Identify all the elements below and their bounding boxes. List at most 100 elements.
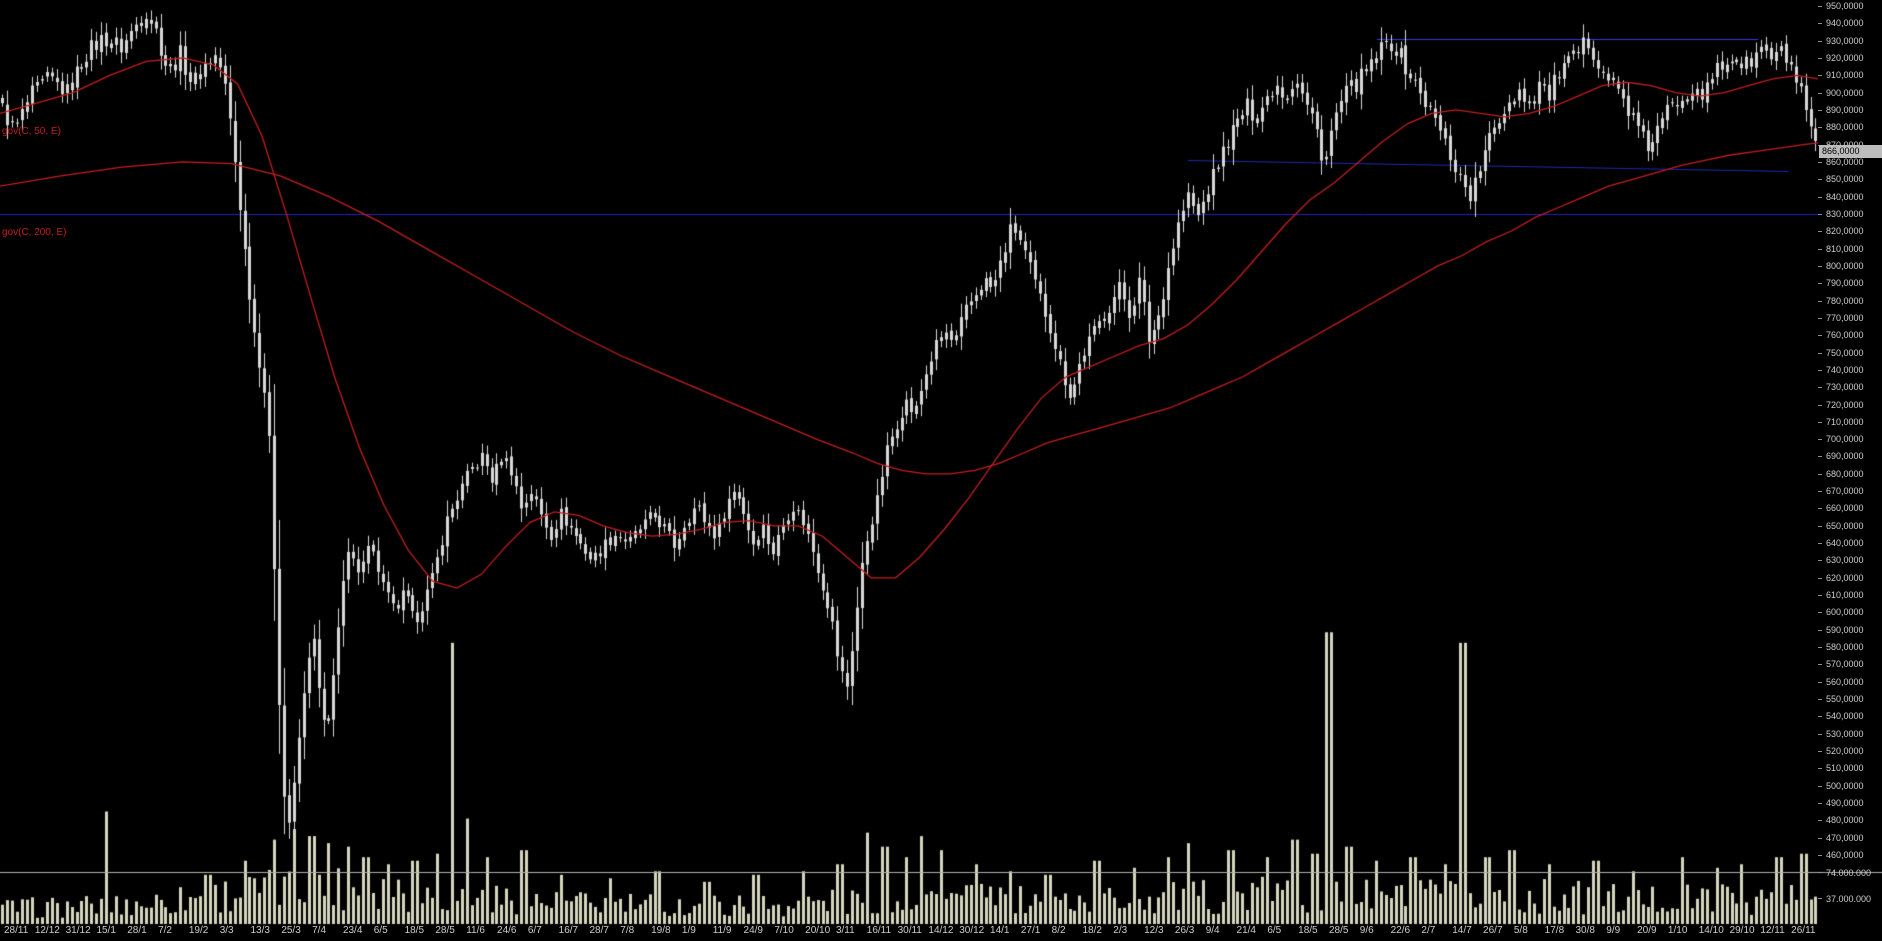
price-tick	[1818, 474, 1822, 475]
date-label: 18/5	[404, 925, 425, 936]
date-label: 19/8	[651, 925, 671, 936]
price-tick-label: 780,0000	[1826, 295, 1864, 306]
price-tick	[1818, 23, 1822, 24]
price-tick	[1818, 283, 1822, 284]
volume-tick-label: 37.000.000	[1826, 893, 1872, 904]
price-tick-label: 770,0000	[1826, 312, 1864, 323]
date-label: 9/6	[1359, 925, 1374, 936]
price-tick	[1818, 214, 1822, 215]
price-tick-label: 760,0000	[1826, 330, 1864, 341]
date-label: 7/10	[774, 925, 794, 936]
price-tick-label: 880,0000	[1826, 122, 1864, 133]
date-label: 28/5	[1328, 925, 1349, 936]
price-tick	[1818, 820, 1822, 821]
date-label: 3/3	[219, 925, 234, 936]
price-tick-label: 920,0000	[1826, 52, 1864, 63]
price-tick	[1818, 93, 1822, 94]
date-label: 28/1	[127, 925, 147, 936]
price-tick	[1818, 41, 1822, 42]
date-label: 27/1	[1020, 925, 1041, 936]
price-tick-label: 610,0000	[1826, 590, 1864, 601]
date-label: 26/3	[1174, 925, 1195, 936]
price-tick-label: 470,0000	[1826, 832, 1864, 843]
price-tick-label: 510,0000	[1826, 763, 1864, 774]
date-label: 12/3	[1144, 925, 1164, 936]
date-label: 19/2	[188, 925, 209, 936]
ema200-legend-label: gov(C, 200, E)	[2, 227, 67, 238]
date-label: 16/11	[866, 925, 892, 936]
date-label: 31/12	[65, 925, 91, 936]
price-axis[interactable]: 950,0000 940,0000 930,0000 920,0000 910,0000…	[1818, 0, 1882, 941]
price-tick-label: 900,0000	[1826, 87, 1864, 98]
date-label: 6/5	[1267, 925, 1282, 936]
price-tick-label: 810,0000	[1826, 243, 1864, 254]
date-label: 26/11	[1791, 925, 1816, 936]
date-label: 29/10	[1729, 925, 1755, 936]
date-label: 14/10	[1698, 925, 1724, 936]
price-tick-label: 680,0000	[1826, 468, 1864, 479]
price-tick	[1818, 249, 1822, 250]
date-label: 7/2	[158, 925, 172, 936]
price-tick	[1818, 526, 1822, 527]
date-label: 13/3	[250, 925, 270, 936]
date-label: 28/11	[4, 925, 29, 936]
price-tick	[1818, 162, 1822, 163]
ema50-legend-label: gov(C, 50, E)	[2, 126, 61, 137]
volume-tick-label: 74.000.000	[1826, 867, 1872, 878]
date-axis[interactable]: 28/11 12/12 31/12 15/1 28/1 7/2 19/2 3/3 13/3 25/…	[0, 922, 1818, 941]
date-label: 2/7	[1421, 925, 1436, 936]
date-label: 7/4	[312, 925, 327, 936]
price-tick	[1818, 595, 1822, 596]
date-label: 11/9	[712, 925, 732, 936]
date-label: 8/2	[1051, 925, 1066, 936]
price-tick-label: 860,0000	[1826, 156, 1864, 167]
price-tick	[1818, 439, 1822, 440]
price-tick	[1818, 630, 1822, 631]
price-tick	[1818, 716, 1822, 717]
date-label: 14/1	[990, 925, 1010, 936]
price-tick-label: 940,0000	[1826, 18, 1864, 29]
price-tick-label: 550,0000	[1826, 694, 1864, 705]
date-label: 17/8	[1544, 925, 1565, 936]
date-label: 20/9	[1637, 925, 1657, 936]
price-tick	[1818, 370, 1822, 371]
date-label: 30/11	[897, 925, 922, 936]
price-tick	[1818, 335, 1822, 336]
price-tick	[1818, 75, 1822, 76]
date-label: 18/2	[1082, 925, 1102, 936]
date-label: 12/12	[34, 925, 60, 936]
price-tick	[1818, 786, 1822, 787]
price-tick-label: 730,0000	[1826, 382, 1864, 393]
price-tick-label: 460,0000	[1826, 850, 1864, 860]
date-label: 28/7	[589, 925, 609, 936]
price-tick	[1818, 838, 1822, 839]
price-tick-label: 580,0000	[1826, 642, 1864, 653]
price-tick-label: 840,0000	[1826, 191, 1864, 202]
price-tick-label: 930,0000	[1826, 35, 1864, 46]
date-label: 15/1	[96, 925, 116, 936]
date-label: 9/4	[1205, 925, 1220, 936]
date-label: 11/6	[466, 925, 485, 936]
volume-tick	[1818, 898, 1822, 899]
date-label: 14/7	[1452, 925, 1472, 936]
price-tick	[1818, 353, 1822, 354]
price-tick	[1818, 127, 1822, 128]
price-tick	[1818, 699, 1822, 700]
price-tick-label: 570,0000	[1826, 659, 1864, 670]
price-tick	[1818, 508, 1822, 509]
price-tick	[1818, 682, 1822, 683]
price-tick-label: 800,0000	[1826, 260, 1864, 271]
date-label: 20/10	[805, 925, 831, 936]
price-tick-label: 540,0000	[1826, 711, 1864, 722]
price-tick-label: 560,0000	[1826, 676, 1864, 687]
date-label: 5/8	[1513, 925, 1528, 936]
date-label: 3/11	[835, 925, 855, 936]
price-tick	[1818, 6, 1822, 7]
date-label: 30/8	[1575, 925, 1595, 936]
date-label: 23/4	[342, 925, 363, 936]
price-tick-label: 910,0000	[1826, 70, 1864, 81]
price-tick	[1818, 422, 1822, 423]
price-tick-label: 630,0000	[1826, 555, 1864, 566]
